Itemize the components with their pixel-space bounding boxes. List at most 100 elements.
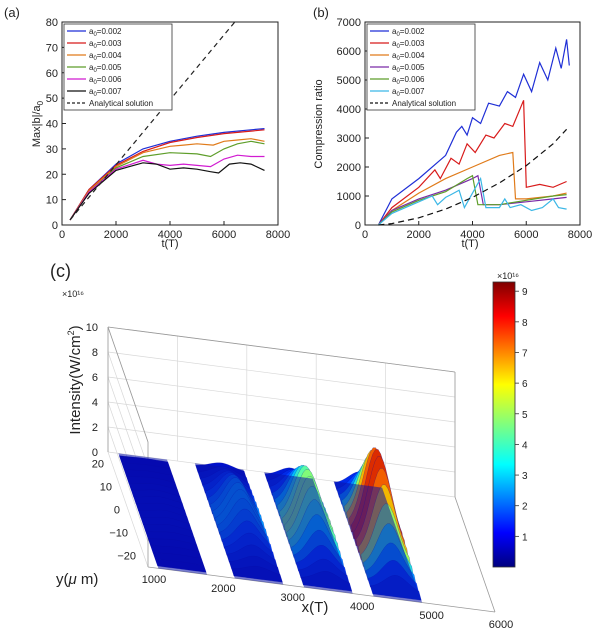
z-tick-label: 10 [86, 322, 98, 334]
z-exponent-c: ×10¹⁶ [62, 289, 84, 299]
y-axis-label-b: Compression ratio [313, 79, 325, 168]
chart-b: (b) 0 2000 4000 6000 8000 0 1000 2000 3000 4000 50… [313, 5, 592, 250]
legend-entry: a0=0.006 [89, 75, 122, 86]
colorbar-tick-label: 7 [522, 348, 528, 359]
colorbar-tick-label: 6 [522, 379, 528, 390]
legend-entry: Analytical solution [89, 99, 153, 108]
series-line [69, 162, 265, 221]
y-tick-label-3d: 0 [114, 505, 120, 517]
legend-entry: a0=0.004 [89, 51, 122, 62]
z-axis-label-c: Intensity(W/cm2) [66, 325, 84, 434]
x-tick-label: 6000 [514, 229, 538, 241]
y-tick-label: 40 [46, 119, 58, 131]
series-line [377, 151, 567, 226]
y-tick-label: 0 [355, 220, 361, 232]
y-tick-label: 50 [46, 93, 58, 105]
colorbar-tick-label: 1 [522, 532, 528, 543]
z-tick-label: 0 [92, 447, 98, 459]
x-tick-label-3d: 4000 [350, 601, 374, 613]
x-tick-label: 4000 [460, 229, 484, 241]
y-tick-label-3d: −20 [117, 551, 136, 563]
colorbar-tick-label: 2 [522, 502, 528, 513]
axis-edge [107, 326, 456, 373]
grid-line [107, 426, 456, 473]
legend-entries-b: a0=0.002a0=0.003a0=0.004a0=0.005a0=0.006… [370, 27, 456, 108]
x-tick-label: 4000 [158, 229, 182, 241]
series-line [377, 39, 570, 226]
legend-entry: a0=0.007 [392, 87, 425, 98]
colorbar-exponent: ×10¹⁶ [497, 271, 519, 281]
panel-label-b: (b) [313, 5, 329, 20]
series-line [377, 174, 567, 226]
y-tick-label: 30 [46, 144, 58, 156]
x-axis-label-a: t(T) [161, 238, 178, 250]
x-tick-label-3d: 5000 [419, 610, 443, 622]
svg-text:Intensity(W/cm2): Intensity(W/cm2) [66, 325, 84, 434]
panel-label-c: (c) [50, 261, 71, 281]
colorbar [492, 281, 516, 568]
z-axis-label-c-end: ) [67, 325, 84, 330]
y-tick-label: 60 [46, 68, 58, 80]
x-tick-label-3d: 1000 [142, 574, 166, 586]
pulse-surface [333, 447, 423, 603]
series-line [378, 128, 568, 226]
z-tick-label: 4 [92, 397, 98, 409]
y-tick-label: 70 [46, 42, 58, 54]
z-tick-label: 2 [92, 422, 98, 434]
z-tick-label: 6 [92, 372, 98, 384]
series-line [377, 174, 567, 226]
grid-line [107, 351, 456, 398]
series-line [377, 100, 567, 226]
pulse-surface [118, 453, 207, 575]
y-tick-label: 3000 [337, 133, 361, 145]
surface-ticks-c: 024681010002000300040005000600020100−10−… [86, 322, 513, 631]
svg-text:Compression ratio: Compression ratio [313, 79, 325, 168]
legend-entry: a0=0.003 [89, 39, 122, 50]
y-tick-label: 80 [46, 17, 58, 29]
legend-entry: a0=0.002 [89, 27, 122, 38]
x-tick-label: 8000 [266, 229, 290, 241]
ticks-a: 0 2000 4000 6000 8000 0 10 20 30 40 50 60 70 80 [46, 17, 290, 241]
legend-entry: a0=0.004 [392, 51, 425, 62]
x-tick-label-3d: 2000 [211, 583, 235, 595]
grid-line [107, 376, 456, 423]
legend-entry: a0=0.003 [392, 39, 425, 50]
pulse-base [333, 481, 423, 603]
legend-entry: Analytical solution [392, 99, 456, 108]
y-axis-label-c: y(μ m) [56, 571, 98, 588]
pulse-surface [194, 462, 284, 585]
y-tick-label: 5000 [337, 75, 361, 87]
colorbar-ticks: 1 2 3 4 5 6 7 8 9 [515, 287, 528, 543]
y-axis-label-a-main: Max|b|/a [31, 104, 43, 147]
y-axis-label-a: Max|b|/a0 [31, 100, 45, 147]
series-group-b [377, 39, 570, 226]
series-line [378, 176, 567, 226]
colorbar-tick-label: 3 [522, 471, 528, 482]
z-axis-label-c-sup: 2 [66, 330, 76, 335]
y-tick-label: 6000 [337, 46, 361, 58]
y-tick-label: 1000 [337, 191, 361, 203]
colorbar-tick-label: 8 [522, 318, 528, 329]
surface-plot-c [118, 447, 423, 603]
grid-line [107, 426, 149, 543]
colorbar-tick-label: 9 [522, 287, 528, 298]
y-tick-label: 20 [46, 169, 58, 181]
x-tick-label: 0 [362, 229, 368, 241]
x-tick-label: 6000 [212, 229, 236, 241]
x-tick-label-3d: 3000 [281, 592, 305, 604]
x-tick-label-3d: 6000 [489, 619, 513, 631]
x-axis-label-c: x(T) [302, 599, 329, 616]
pulse-surface [264, 465, 353, 594]
axis-edge [454, 496, 496, 613]
y-tick-label-3d: −10 [109, 528, 128, 540]
y-tick-label: 10 [46, 195, 58, 207]
y-tick-label-3d: 10 [100, 482, 112, 494]
grid-line [107, 451, 149, 568]
pulse-base [194, 463, 284, 585]
y-axis-label-a-sub: 0 [36, 100, 45, 105]
grid-line [107, 351, 149, 468]
series-line [69, 154, 265, 221]
axis-edge [107, 326, 149, 443]
legend-entry: a0=0.005 [392, 63, 425, 74]
